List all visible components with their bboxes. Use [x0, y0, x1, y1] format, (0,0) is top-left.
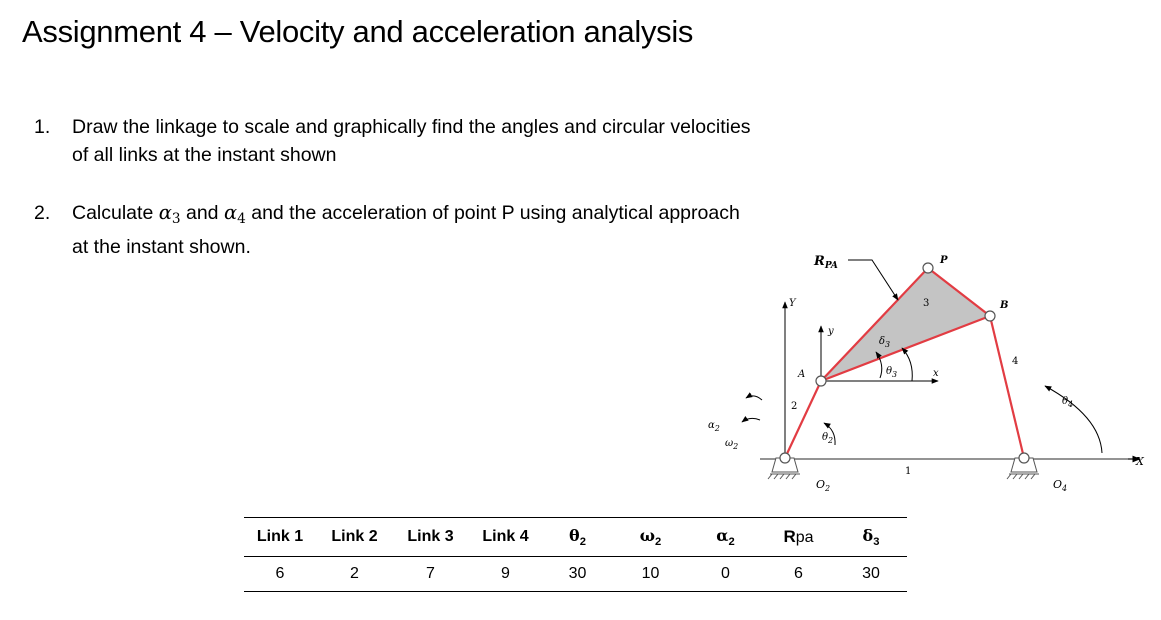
table-header-row: Link 1 Link 2 Link 3 Link 4 θ2 ω2 α2 Rpa…	[244, 517, 907, 557]
value-link4: 9	[468, 556, 543, 592]
crank-link-2	[784, 380, 822, 459]
label-link-2: 2	[791, 401, 797, 412]
label-o4: O4	[1053, 478, 1067, 493]
label-rpa: RPA	[813, 254, 838, 271]
label-p: P	[939, 255, 948, 266]
alpha2-arrow	[741, 415, 761, 423]
ground-pivot-o4	[1006, 452, 1039, 480]
theta3-arc	[901, 347, 913, 382]
question-2-number: 2.	[34, 202, 51, 224]
theta4-arc	[1044, 385, 1103, 454]
label-x-local: x	[933, 368, 939, 379]
question-2-text-a: Calculate	[72, 202, 159, 224]
question-1: 1. Draw the linkage to scale and graphica…	[34, 113, 751, 169]
label-x-global: X	[1135, 455, 1145, 468]
value-delta3: 30	[835, 556, 907, 592]
theta2-arc	[823, 422, 836, 446]
pin-joint-b	[984, 310, 996, 322]
label-link-4: 4	[1012, 356, 1018, 367]
header-link2: Link 2	[316, 517, 393, 557]
value-rpa: 6	[762, 556, 835, 592]
value-theta2: 30	[543, 556, 612, 592]
value-link1: 6	[244, 556, 316, 592]
header-omega2: ω2	[612, 517, 689, 557]
rpa-pointer-arrow	[848, 259, 899, 301]
header-rpa: Rpa	[762, 517, 835, 557]
question-2-line2: at the instant shown.	[72, 236, 251, 258]
rocker-link-4	[988, 315, 1026, 459]
question-2-text-b: and	[180, 202, 224, 224]
label-theta2: θ2	[822, 432, 833, 445]
header-theta2: θ2	[543, 517, 612, 557]
header-delta3: δ3	[835, 517, 907, 557]
value-omega2: 10	[612, 556, 689, 592]
value-link2: 2	[316, 556, 393, 592]
header-link4: Link 4	[468, 517, 543, 557]
parameter-table: Link 1 Link 2 Link 3 Link 4 θ2 ω2 α2 Rpa…	[244, 517, 907, 592]
omega2-arrow	[745, 392, 763, 401]
label-alpha2: α2	[708, 420, 720, 433]
label-theta3: θ3	[886, 366, 897, 379]
label-omega2: ω2	[725, 438, 738, 451]
label-delta3: δ3	[879, 336, 890, 349]
label-link-1: 1	[905, 466, 911, 477]
table-row: 6 2 7 9 30 10 0 6 30	[244, 556, 907, 592]
header-link3: Link 3	[393, 517, 468, 557]
question-2: 2. Calculate α3 and α4 and the accelerati…	[34, 199, 740, 261]
header-alpha2: α2	[689, 517, 762, 557]
label-y-global: Y	[789, 298, 797, 309]
label-y-local: y	[827, 326, 834, 337]
question-1-line1: Draw the linkage to scale and graphicall…	[72, 116, 751, 138]
delta3-arc	[875, 351, 883, 379]
page-title: Assignment 4 – Velocity and acceleration…	[22, 14, 694, 49]
label-o2: O2	[816, 478, 830, 493]
point-p	[922, 262, 934, 274]
question-2-text-c: and the acceleration of point P using an…	[245, 202, 740, 224]
label-link-3: 3	[923, 298, 929, 309]
header-link1: Link 1	[244, 517, 316, 557]
pin-joint-a	[815, 375, 827, 387]
alpha3-symbol: α3	[158, 201, 181, 227]
coupler-link-3	[819, 266, 992, 383]
label-a: A	[797, 369, 805, 380]
value-link3: 7	[393, 556, 468, 592]
label-b: B	[999, 300, 1008, 311]
value-alpha2: 0	[689, 556, 762, 592]
fourbar-linkage-figure: RPA P B A Y y x X δ3 θ3 θ2 θ4 α2 ω2 O2 O…	[708, 254, 1145, 493]
ground-pivot-o2	[767, 452, 800, 480]
alpha4-symbol: α4	[223, 201, 246, 227]
label-theta4: θ4	[1062, 396, 1073, 409]
question-1-number: 1.	[34, 116, 51, 138]
question-1-line2: of all links at the instant shown	[72, 144, 337, 166]
